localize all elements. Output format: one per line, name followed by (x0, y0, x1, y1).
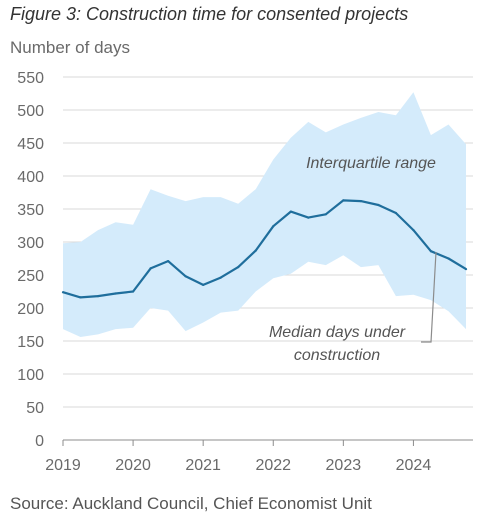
median-points (61, 199, 468, 299)
median-point-1 (79, 296, 82, 299)
median-point-18 (377, 203, 380, 207)
median-point-4 (132, 290, 135, 293)
median-point-3 (114, 292, 117, 295)
median-point-0 (61, 291, 65, 294)
median-point-8 (202, 283, 205, 286)
x-tick-label-2024: 2024 (396, 457, 432, 474)
x-tick-label-2020: 2020 (115, 457, 151, 474)
median-point-17 (359, 200, 362, 203)
median-point-11 (254, 249, 257, 252)
median-annotation-line-2: construction (294, 347, 380, 364)
y-tick-label-300: 300 (17, 235, 44, 252)
y-tick-label-550: 550 (17, 70, 44, 87)
median-point-15 (324, 213, 327, 216)
median-point-16 (342, 199, 345, 202)
axes (62, 439, 473, 446)
median-line (62, 199, 467, 299)
median-point-23 (464, 268, 468, 271)
median-annotation-leader (421, 251, 437, 343)
source-note: Source: Auckland Council, Chief Economis… (10, 494, 372, 513)
y-tick-label-250: 250 (17, 268, 44, 285)
median-point-12 (272, 225, 275, 228)
y-tick-labels: 0 50 100 150 200 250 300 350 400 450 500 550 (17, 70, 44, 450)
median-point-5 (149, 267, 152, 270)
x-tick-labels: 2019 2020 2021 2022 2023 2024 (45, 457, 431, 474)
y-tick-label-100: 100 (17, 367, 44, 384)
x-tick-label-2023: 2023 (326, 457, 362, 474)
median-point-7 (184, 275, 187, 278)
x-tick-label-2019: 2019 (45, 457, 81, 474)
median-point-9 (219, 276, 222, 279)
median-point-19 (394, 211, 397, 215)
y-tick-label-450: 450 (17, 136, 44, 153)
y-axis-label: Number of days (10, 38, 130, 57)
y-tick-label-500: 500 (17, 103, 44, 120)
median-point-14 (307, 216, 310, 219)
y-tick-label-400: 400 (17, 169, 44, 186)
interquartile-range-band (63, 92, 466, 337)
x-tick-label-2021: 2021 (185, 457, 221, 474)
median-point-13 (289, 210, 292, 213)
y-tick-label-200: 200 (17, 301, 44, 318)
y-tick-label-150: 150 (17, 334, 44, 351)
median-point-10 (237, 266, 240, 269)
median-point-2 (96, 295, 100, 298)
y-tick-label-50: 50 (26, 400, 44, 417)
y-tick-label-0: 0 (35, 433, 44, 450)
x-tick-label-2022: 2022 (255, 457, 291, 474)
median-point-21 (429, 250, 432, 253)
median-point-6 (167, 260, 170, 263)
median-annotation-line-1: Median days under (269, 324, 406, 341)
figure-title: Figure 3: Construction time for consente… (10, 4, 409, 24)
band-annotation: Interquartile range (306, 155, 436, 172)
median-point-20 (412, 229, 415, 232)
median-point-22 (447, 257, 450, 260)
y-tick-label-350: 350 (17, 202, 44, 219)
